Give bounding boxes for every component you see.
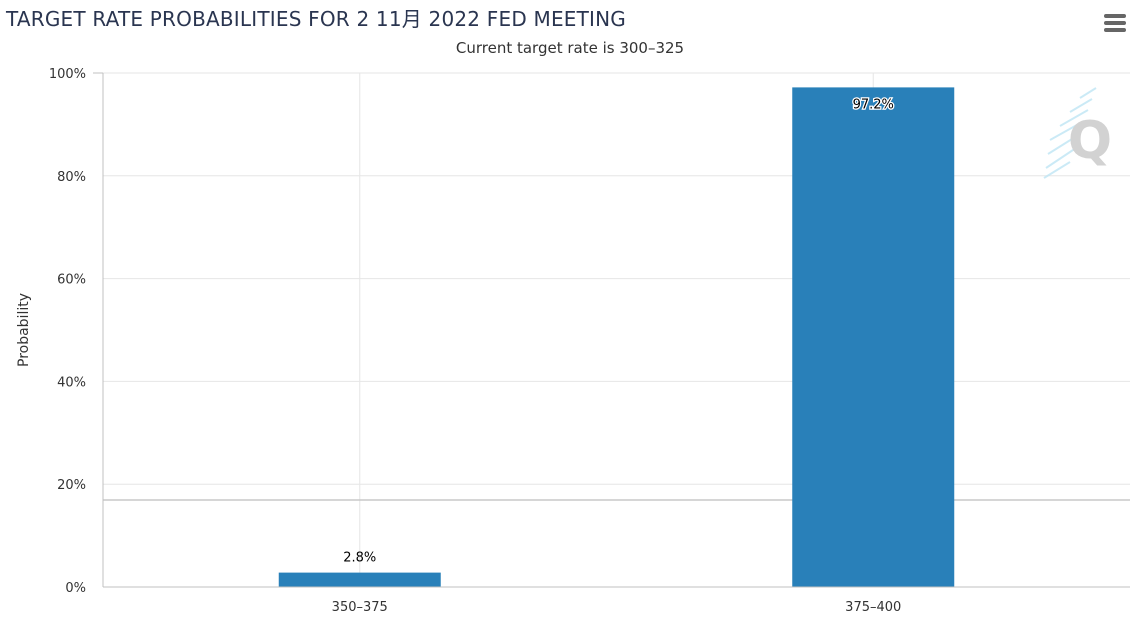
- y-tick-label: 60%: [57, 273, 86, 288]
- x-tick-label: 375–400: [845, 600, 901, 615]
- y-tick-label: 100%: [49, 67, 86, 82]
- bar[interactable]: [278, 572, 441, 587]
- quikstrike-logo-icon: Q: [1043, 87, 1112, 179]
- bar[interactable]: [792, 87, 955, 587]
- x-tick-labels: 350–375 375–400: [332, 600, 902, 615]
- x-tick-label: 350–375: [332, 600, 388, 615]
- bars: [278, 87, 955, 587]
- y-tick-label: 20%: [57, 478, 86, 493]
- menu-line: [1104, 21, 1126, 25]
- data-label: 97.2%: [853, 97, 894, 112]
- axes: [93, 72, 1130, 588]
- menu-line: [1104, 14, 1126, 18]
- menu-line: [1104, 28, 1126, 32]
- y-tick-label: 40%: [57, 375, 86, 390]
- data-labels: 2.8% 97.2%: [343, 96, 895, 566]
- data-label: 2.8%: [343, 551, 376, 566]
- y-tick-label: 0%: [65, 581, 86, 596]
- y-axis-title: Probability: [16, 293, 32, 367]
- chart-subtitle: Current target rate is 300–325: [455, 39, 685, 57]
- hamburger-menu-icon[interactable]: [1100, 11, 1128, 37]
- y-tick-label: 80%: [57, 170, 86, 185]
- svg-text:Q: Q: [1068, 111, 1112, 171]
- y-tick-labels: 0% 20% 40% 60% 80% 100%: [49, 67, 86, 596]
- chart-title: TARGET RATE PROBABILITIES FOR 2 11月 2022…: [6, 7, 626, 31]
- horizontal-gridlines: [103, 72, 1130, 485]
